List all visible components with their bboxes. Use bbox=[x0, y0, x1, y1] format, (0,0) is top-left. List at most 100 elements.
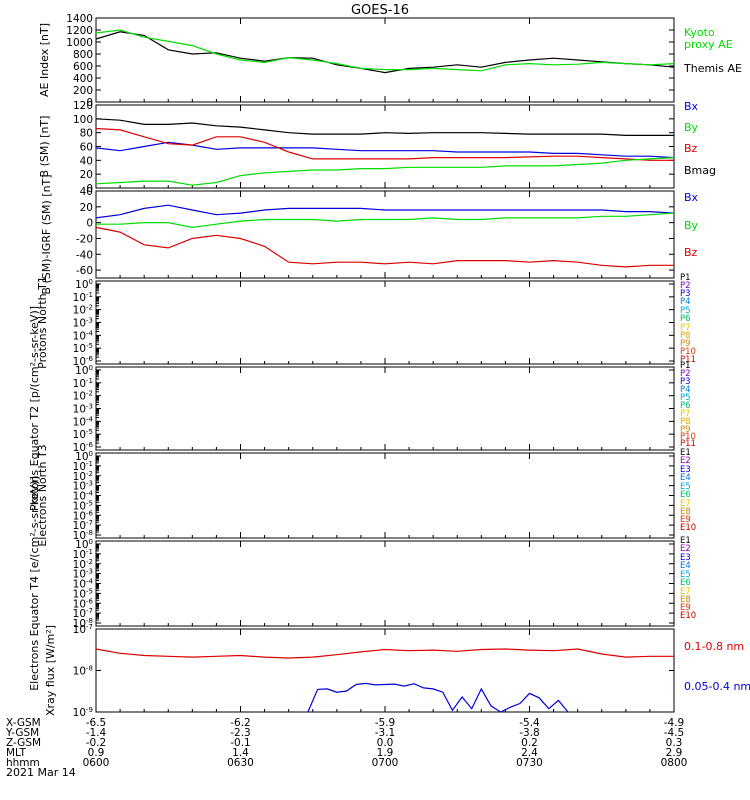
y-tick-label: 10-1 bbox=[73, 291, 93, 304]
y-axis-label: Xray flux [W/m²] bbox=[44, 625, 57, 716]
y-tick-label: 1000 bbox=[66, 37, 93, 49]
y-tick-label: 10-2 bbox=[73, 470, 93, 483]
y-tick-label: 10-2 bbox=[73, 390, 93, 403]
y-axis-label: B (SM)-IGRF (SM) [nT] bbox=[40, 174, 53, 294]
footer-value: 0600 bbox=[83, 757, 110, 769]
footer-value: -1.4 bbox=[86, 727, 107, 739]
y-tick-label: 10-7 bbox=[73, 607, 93, 620]
legend-label: P2 bbox=[680, 281, 691, 291]
panel-frame bbox=[95, 17, 675, 103]
legend-label: P7 bbox=[680, 409, 691, 419]
y-tick-label: 100 bbox=[75, 450, 93, 463]
y-tick-label: 10-1 bbox=[73, 548, 93, 561]
series-line bbox=[95, 648, 674, 659]
legend-label: P5 bbox=[680, 393, 691, 403]
legend-label: P8 bbox=[680, 331, 691, 341]
legend-label: P6 bbox=[680, 401, 691, 411]
series-line bbox=[307, 682, 569, 713]
legend-label: E9 bbox=[680, 515, 691, 525]
footer-value: -5.4 bbox=[519, 717, 540, 729]
footer-value: -4.9 bbox=[664, 717, 685, 729]
legend-label: E8 bbox=[680, 595, 691, 605]
y-tick-label: 80 bbox=[80, 128, 93, 140]
legend-label: By bbox=[684, 121, 699, 134]
panel-7: Electrons Equator T4 [e/(cm²-s-sr-keV)] 1… bbox=[28, 476, 696, 691]
panel-4: Protons North T1 10010-110-210-310-410-51… bbox=[36, 273, 696, 369]
plot-title: GOES-16 bbox=[351, 3, 409, 18]
panel-6: Electrons North T3 10010-110-210-310-410-… bbox=[36, 444, 696, 546]
y-axis-label: Electrons North T3 bbox=[36, 444, 49, 546]
footer-row-label: MLT bbox=[6, 747, 26, 759]
panel-frame bbox=[95, 190, 675, 279]
legend-label: Bmag bbox=[684, 164, 716, 177]
footer-value: 1.9 bbox=[377, 747, 394, 759]
footer-row-label: hhmm bbox=[6, 757, 40, 769]
y-tick-label: 10-3 bbox=[73, 317, 93, 330]
time-axis-footer: X-GSM -6.5 -6.2 -5.9 -5.4 -4.9 Y-GSM -1.4 -2.3 -3… bbox=[5, 717, 687, 769]
legend-label: Bz bbox=[684, 246, 698, 259]
series-line bbox=[95, 127, 674, 161]
legend-label: P9 bbox=[680, 425, 691, 435]
footer-value: 1.4 bbox=[232, 747, 249, 759]
y-tick-label: 1400 bbox=[66, 13, 93, 25]
legend-label: E1 bbox=[680, 536, 691, 546]
footer-value: -6.2 bbox=[230, 717, 251, 729]
panel-5: Protons Equator T2 [p/(cm²-s-sr-keV)] 100… bbox=[28, 306, 696, 511]
y-tick-label: 0 bbox=[86, 97, 93, 109]
panel-3: B (SM)-IGRF (SM) [nT] -60 -40 -20 0 20 40 Bx By B… bbox=[40, 174, 699, 294]
panel-frame bbox=[95, 366, 675, 451]
y-tick-label: 200 bbox=[73, 85, 93, 97]
panels: AE Index [nT]0200400600800100012001400Ky… bbox=[28, 13, 750, 719]
y-tick-label: 10-8 bbox=[73, 529, 93, 542]
panel-frame bbox=[95, 628, 675, 713]
legend-label: E4 bbox=[680, 473, 691, 483]
y-tick-label: 10-7 bbox=[73, 623, 93, 636]
legend-label: P5 bbox=[680, 306, 691, 316]
y-axis-label: B (SM) [nT] bbox=[38, 116, 51, 178]
legend-label: P10 bbox=[680, 347, 696, 357]
legend-label: E7 bbox=[680, 499, 691, 509]
legend-label: proxy AE bbox=[684, 38, 733, 51]
legend-label: E2 bbox=[680, 456, 691, 466]
legend-label: Themis AE bbox=[683, 62, 742, 75]
y-tick-label: 0 bbox=[86, 218, 93, 230]
y-tick-label: 400 bbox=[73, 73, 93, 85]
y-tick-label: 20 bbox=[80, 202, 93, 214]
y-tick-label: 10-9 bbox=[73, 706, 93, 719]
legend-label: P1 bbox=[680, 273, 691, 283]
footer-value: -3.1 bbox=[375, 727, 396, 739]
footer-value: -2.3 bbox=[230, 727, 251, 739]
footer-value: -5.9 bbox=[375, 717, 396, 729]
footer-value: -4.5 bbox=[664, 727, 685, 739]
footer-value: 0.3 bbox=[666, 737, 683, 749]
y-tick-label: 10-5 bbox=[73, 428, 93, 441]
y-tick-label: 10-8 bbox=[73, 617, 93, 630]
y-tick-label: 10-8 bbox=[73, 665, 93, 678]
series-line bbox=[95, 204, 675, 219]
y-tick-label: 10-6 bbox=[73, 441, 94, 454]
series-line bbox=[95, 31, 675, 74]
footer-value: -0.2 bbox=[86, 737, 107, 749]
legend-label: E7 bbox=[680, 587, 691, 597]
footer-value: 0.0 bbox=[377, 737, 394, 749]
legend-label: P1 bbox=[680, 361, 691, 371]
panel-frame bbox=[95, 452, 675, 539]
legend-label: P10 bbox=[680, 432, 696, 442]
legend-label: P4 bbox=[680, 297, 691, 307]
y-tick-label: 10-4 bbox=[73, 329, 94, 342]
y-tick-label: 10-5 bbox=[73, 587, 93, 600]
footer-value: -0.1 bbox=[230, 737, 251, 749]
legend-label: E10 bbox=[680, 523, 696, 533]
series-line bbox=[95, 29, 675, 72]
y-tick-label: 10-2 bbox=[73, 558, 93, 571]
legend-label: 0.05-0.4 nm bbox=[684, 680, 750, 693]
legend-label: E4 bbox=[680, 561, 691, 571]
y-tick-label: 0 bbox=[86, 183, 93, 195]
legend-label: P3 bbox=[680, 289, 691, 299]
footer-row-label: Y-GSM bbox=[5, 727, 39, 739]
y-tick-label: 40 bbox=[80, 186, 93, 198]
panel-frame bbox=[95, 540, 675, 627]
y-tick-label: 10-3 bbox=[73, 403, 93, 416]
